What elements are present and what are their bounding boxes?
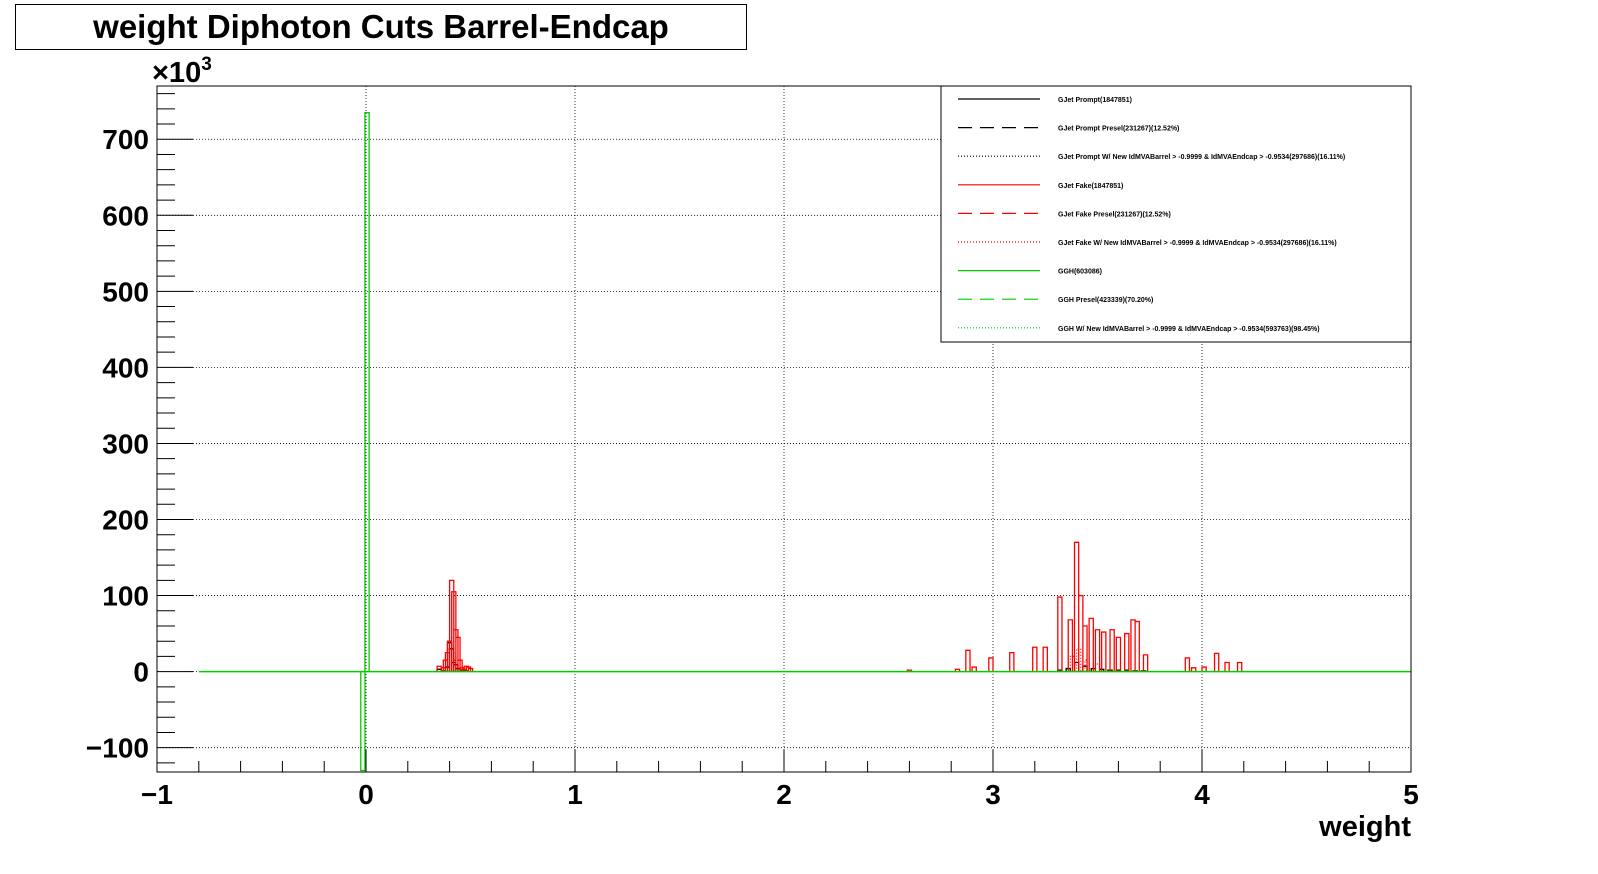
y-tick-label: 500	[102, 276, 149, 307]
x-tick-label: 3	[985, 779, 1001, 810]
legend-entry-label: GJet Prompt(1847851)	[1058, 97, 1132, 104]
series-dotted-ff0000	[446, 636, 1101, 672]
y-tick-label: 0	[133, 657, 149, 688]
histogram-series	[198, 111, 1411, 772]
legend-entry-label: GGH(603086)	[1058, 269, 1102, 276]
x-tick-label: 0	[358, 779, 374, 810]
y-axis-ticks: −100 0 100 200 300 400 500 600 700	[86, 93, 193, 764]
legend-entry-label: GJet Fake W/ New IdMVABarrel > -0.9999 &…	[1058, 240, 1337, 247]
series-solid-ff0000	[436, 541, 1243, 672]
chart-title-box: weight Diphoton Cuts Barrel-Endcap	[15, 4, 747, 50]
legend: GJet Prompt(1847851) GJet Prompt Presel(2…	[940, 85, 1412, 343]
y-tick-label: 200	[102, 505, 149, 536]
legend-box	[940, 85, 1412, 343]
x-tick-label: −1	[141, 779, 173, 810]
y-axis-multiplier: ×103	[152, 54, 212, 89]
x-axis-ticks: −1 0 1 2 3 4 5	[141, 750, 1419, 810]
y-tick-label: 700	[102, 124, 149, 155]
y-tick-label: 400	[102, 352, 149, 383]
legend-entry-label: GJet Prompt W/ New IdMVABarrel > -0.9999…	[1058, 154, 1345, 161]
x-axis-title: weight	[1318, 811, 1411, 843]
legend-entry-label: GJet Fake(1847851)	[1058, 183, 1123, 190]
series-solid-00cc00	[360, 111, 370, 772]
y-tick-label: 600	[102, 200, 149, 231]
x-tick-label: 5	[1403, 779, 1419, 810]
y-tick-label: −100	[86, 733, 149, 764]
x-tick-label: 2	[776, 779, 792, 810]
legend-entry-label: GJet Prompt Presel(231267)(12.52%)	[1058, 126, 1179, 133]
chart-title: weight Diphoton Cuts Barrel-Endcap	[93, 8, 669, 45]
series-solid-000000	[436, 642, 1147, 672]
y-tick-label: 300	[102, 428, 149, 459]
legend-entry-label: GGH W/ New IdMVABarrel > -0.9999 & IdMVA…	[1058, 326, 1320, 333]
legend-entry-label: GJet Fake Presel(231267)(12.52%)	[1058, 211, 1171, 218]
x-tick-label: 1	[567, 779, 583, 810]
legend-entry-label: GGH Presel(423339)(70.20%)	[1058, 297, 1153, 304]
y-axis-multiplier-exponent: 3	[201, 54, 212, 75]
x-tick-label: 4	[1194, 779, 1210, 810]
y-tick-label: 100	[102, 581, 149, 612]
y-axis-multiplier-base: ×10	[152, 57, 201, 89]
